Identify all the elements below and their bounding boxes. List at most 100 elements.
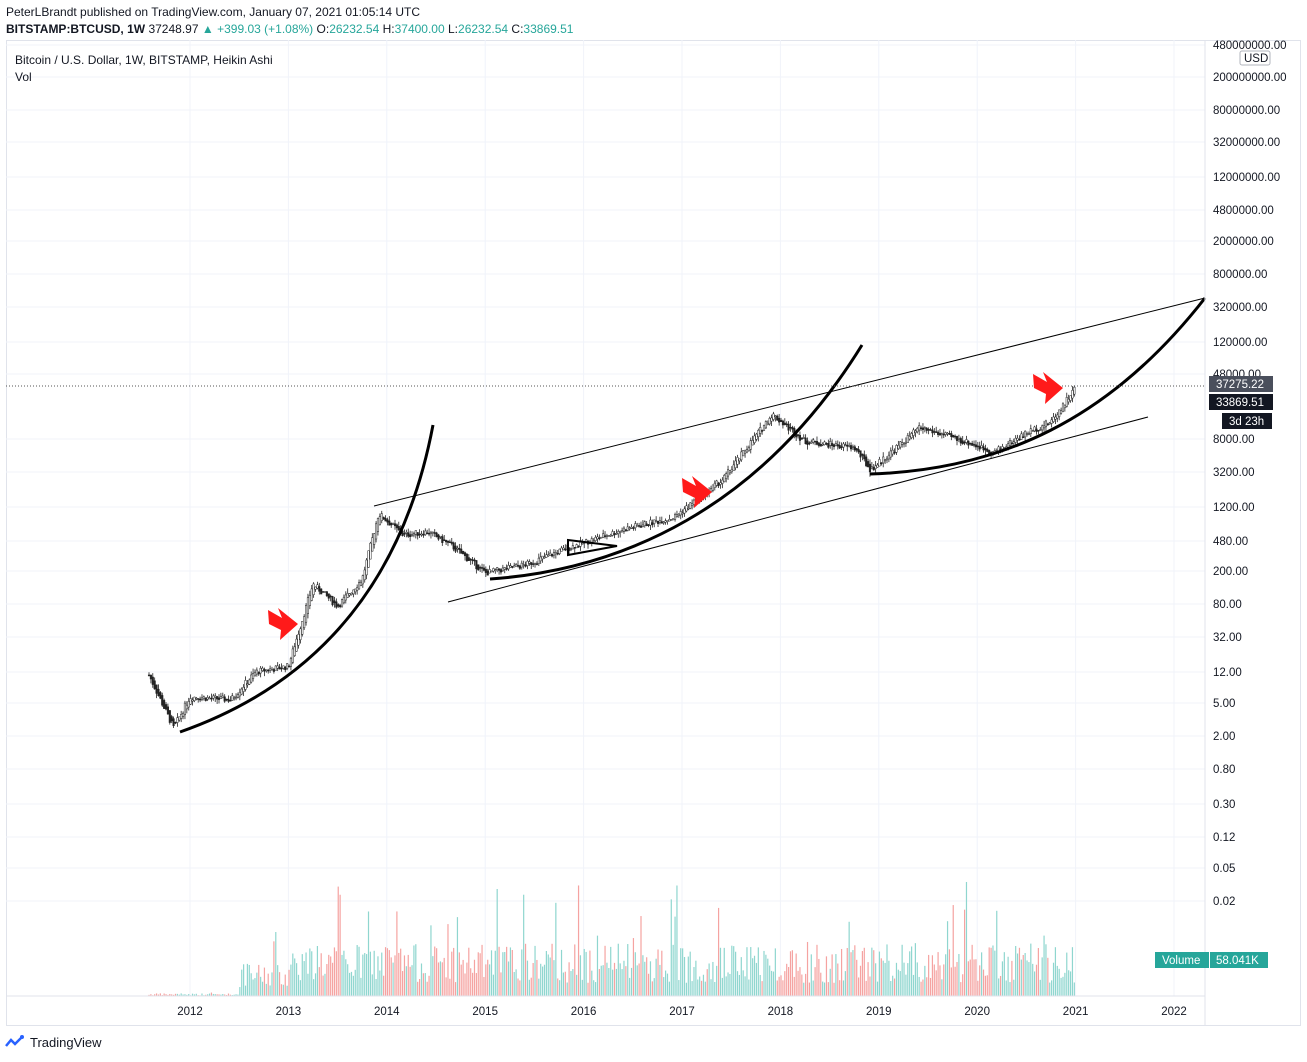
volume-bar [977, 980, 979, 996]
volume-bar [742, 970, 744, 996]
volume-bar [687, 956, 689, 996]
volume-bar [1062, 976, 1064, 996]
volume-bar [1032, 963, 1034, 996]
candle-body [634, 523, 637, 529]
candle-body [1039, 429, 1042, 431]
volume-bar [888, 960, 890, 996]
volume-bar [1037, 948, 1039, 996]
volume-bar [886, 944, 888, 996]
candle-body [206, 697, 209, 700]
tradingview-brand: TradingView [30, 1034, 102, 1050]
volume-bar [1024, 952, 1026, 996]
volume-bar [560, 949, 563, 996]
volume-bar [761, 981, 763, 996]
volume-bar [909, 951, 911, 996]
candle-body [276, 665, 279, 669]
volume-bar [148, 994, 150, 996]
tradingview-logo[interactable]: TradingView [4, 1034, 102, 1050]
volume-bar [672, 944, 674, 996]
volume-bar [265, 983, 267, 996]
candle-body [889, 450, 892, 458]
volume-bar [928, 954, 930, 996]
candle-body [216, 696, 219, 700]
candle-body [282, 665, 285, 669]
candle-body [433, 532, 436, 534]
candle-body [609, 534, 612, 537]
candle-body [1035, 428, 1038, 432]
volume-bar [657, 949, 659, 996]
volume-bar [528, 979, 530, 996]
candle-body [815, 441, 819, 445]
candle-body [393, 523, 397, 527]
volume-bar [471, 972, 474, 996]
volume-bar [441, 962, 443, 996]
candle-body [832, 444, 836, 447]
candle-body [278, 666, 281, 670]
volume-bar [736, 971, 739, 996]
candle-body [297, 634, 300, 646]
candle-body [963, 441, 966, 444]
volume-bar [225, 994, 228, 996]
volume-bar [797, 970, 799, 996]
volume-bar [1018, 947, 1021, 996]
candle-body [409, 534, 412, 537]
y-tick-label: 0.80 [1213, 764, 1235, 776]
candle-body [986, 448, 989, 452]
candle-body [533, 563, 537, 565]
volume-bar [288, 969, 290, 996]
volume-bar [424, 973, 426, 996]
candle-body [170, 716, 173, 722]
volume-bar [727, 972, 729, 996]
x-tick-label: 2020 [964, 1006, 990, 1018]
candle-body [603, 535, 607, 537]
volume-name-tag [1155, 952, 1209, 968]
volume-bar [557, 978, 559, 996]
candle-body [407, 532, 410, 537]
candle-body [885, 457, 889, 461]
volume-bar [513, 972, 515, 996]
volume-bar [820, 972, 822, 996]
volume-bar [286, 985, 288, 996]
candle-body [1033, 426, 1036, 432]
volume-bar [695, 960, 697, 996]
candle-body [473, 559, 476, 562]
candle-body [838, 445, 841, 449]
volume-bar [466, 962, 468, 996]
upper-channel-line [373, 297, 1206, 507]
low-label: L: [448, 22, 459, 36]
volume-bar [627, 944, 629, 996]
candle-body [615, 533, 618, 535]
volume-bar [647, 973, 650, 996]
candle-body [537, 557, 540, 564]
candle-body [719, 482, 722, 485]
volume-bar [958, 954, 960, 996]
chart-frame[interactable] [6, 40, 1301, 1026]
volume-bar [417, 981, 419, 996]
volume-bar [931, 955, 934, 996]
volume-bar [496, 888, 498, 996]
triangle-pattern [567, 538, 618, 557]
volume-bar [587, 982, 589, 996]
y-tick-label: 3200.00 [1213, 467, 1255, 479]
price-labels: 37275.22 33869.51 3d 23h Volume 58.041K [1155, 376, 1273, 968]
volume-bar [320, 953, 322, 996]
candle-body [687, 507, 690, 510]
volume-bar [719, 947, 722, 996]
candle-body [310, 588, 313, 601]
candle-body [976, 445, 979, 448]
candle-body [757, 430, 760, 437]
candle-body [308, 594, 311, 606]
candle-body [342, 596, 345, 604]
candle-body [798, 434, 802, 441]
candle-body [1052, 416, 1055, 422]
volume-bar [468, 947, 470, 996]
volume-bar [487, 959, 489, 996]
candle-body [1018, 438, 1021, 441]
volume-bar [316, 946, 319, 996]
tradingview-logo-icon [5, 1035, 24, 1047]
candle-body [448, 541, 451, 543]
volume-bar [1011, 960, 1013, 996]
candle-body [759, 427, 762, 434]
volume-value-tag [1210, 952, 1268, 968]
